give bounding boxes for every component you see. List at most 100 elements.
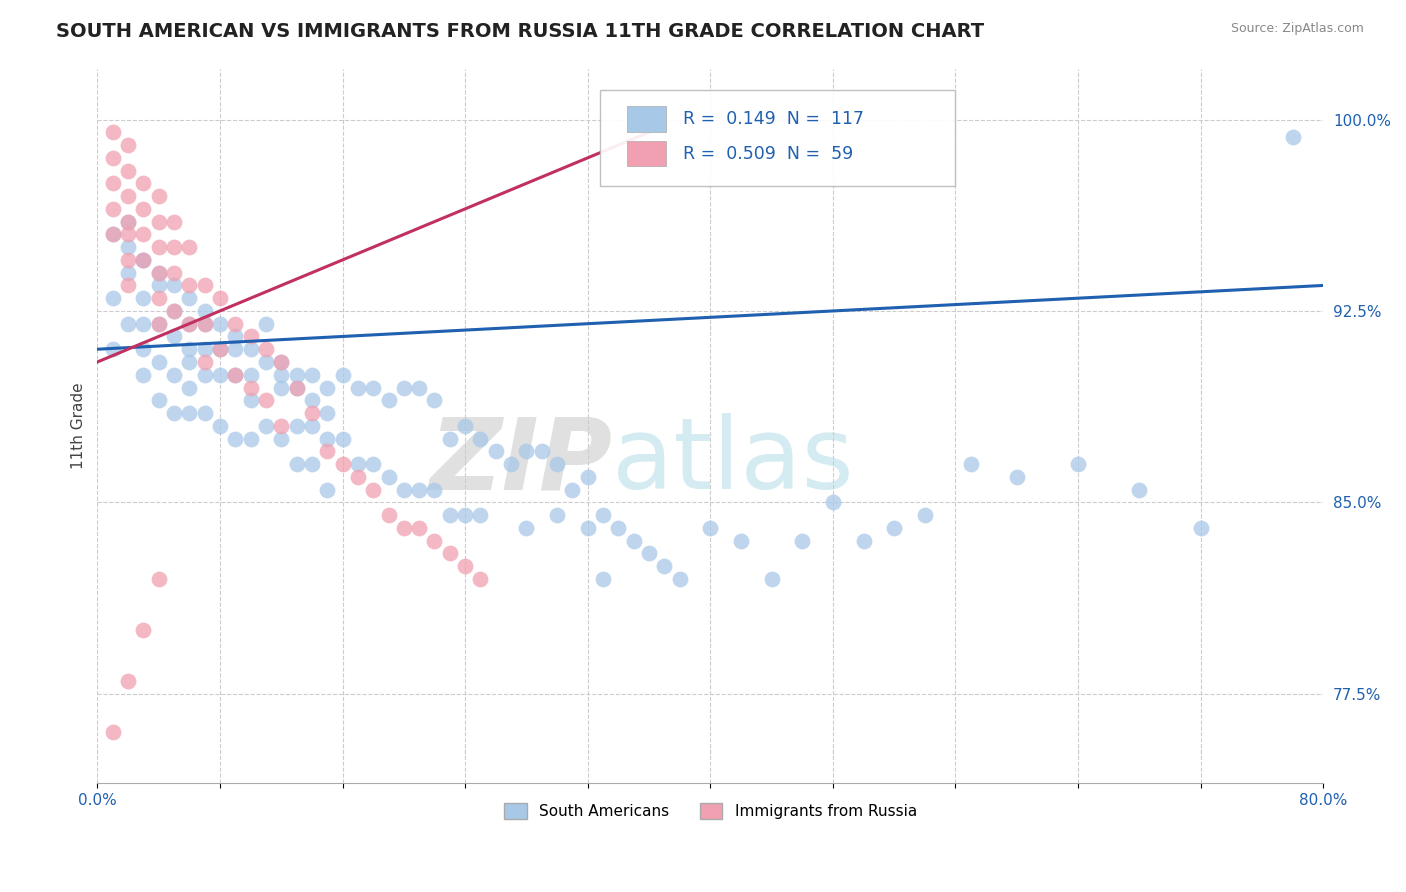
Point [117, 317, 139, 331]
Point [377, 508, 399, 522]
Point [270, 432, 292, 446]
Point [454, 559, 477, 574]
Point [439, 432, 461, 446]
Point [408, 380, 430, 394]
Point [347, 470, 370, 484]
Text: atlas: atlas [612, 413, 853, 510]
Point [224, 432, 246, 446]
Point [101, 202, 124, 216]
Point [208, 343, 231, 357]
Point [194, 278, 217, 293]
Point [194, 304, 217, 318]
Point [117, 189, 139, 203]
Point [132, 623, 155, 637]
Point [439, 508, 461, 522]
Point [959, 457, 981, 471]
Point [347, 457, 370, 471]
Point [208, 418, 231, 433]
Point [239, 343, 262, 357]
Point [285, 368, 308, 382]
Point [117, 673, 139, 688]
Point [530, 444, 553, 458]
Text: ZIP: ZIP [429, 413, 612, 510]
Point [392, 380, 415, 394]
Point [148, 291, 170, 305]
Point [117, 138, 139, 153]
Point [224, 343, 246, 357]
Point [392, 483, 415, 497]
Point [148, 355, 170, 369]
Point [208, 343, 231, 357]
Point [852, 533, 875, 548]
Point [101, 227, 124, 242]
Point [1128, 483, 1150, 497]
Point [270, 355, 292, 369]
Point [377, 470, 399, 484]
Bar [627, 141, 666, 167]
Point [561, 483, 583, 497]
Point [576, 521, 599, 535]
Text: Source: ZipAtlas.com: Source: ZipAtlas.com [1230, 22, 1364, 36]
Point [163, 304, 186, 318]
Point [316, 483, 339, 497]
Point [285, 457, 308, 471]
Point [163, 406, 186, 420]
Point [485, 444, 508, 458]
Bar [627, 106, 666, 132]
Point [423, 393, 446, 408]
Point [285, 380, 308, 394]
Point [301, 406, 323, 420]
Point [607, 521, 630, 535]
Point [101, 291, 124, 305]
Point [699, 521, 721, 535]
Point [117, 240, 139, 254]
Point [132, 343, 155, 357]
Point [1005, 470, 1028, 484]
Point [316, 432, 339, 446]
Point [179, 240, 201, 254]
Point [148, 266, 170, 280]
Point [270, 380, 292, 394]
Point [1281, 130, 1303, 145]
Point [132, 368, 155, 382]
Point [163, 214, 186, 228]
Point [239, 393, 262, 408]
Point [148, 214, 170, 228]
Point [592, 572, 614, 586]
Point [347, 380, 370, 394]
Point [761, 572, 783, 586]
Point [163, 329, 186, 343]
Point [208, 291, 231, 305]
Point [254, 393, 277, 408]
Point [132, 252, 155, 267]
Point [148, 189, 170, 203]
Point [148, 278, 170, 293]
Point [194, 343, 217, 357]
Point [254, 317, 277, 331]
Point [194, 406, 217, 420]
Point [285, 418, 308, 433]
Point [101, 125, 124, 139]
Point [316, 406, 339, 420]
Point [254, 418, 277, 433]
Point [914, 508, 936, 522]
Point [117, 266, 139, 280]
Point [148, 317, 170, 331]
Point [254, 355, 277, 369]
Point [316, 444, 339, 458]
Point [163, 266, 186, 280]
Point [194, 317, 217, 331]
Point [270, 418, 292, 433]
Point [270, 368, 292, 382]
Point [179, 406, 201, 420]
Point [332, 368, 354, 382]
Point [546, 508, 568, 522]
Point [179, 343, 201, 357]
Text: SOUTH AMERICAN VS IMMIGRANTS FROM RUSSIA 11TH GRADE CORRELATION CHART: SOUTH AMERICAN VS IMMIGRANTS FROM RUSSIA… [56, 22, 984, 41]
Point [792, 533, 814, 548]
Point [132, 317, 155, 331]
Point [117, 163, 139, 178]
Text: R =  0.509  N =  59: R = 0.509 N = 59 [683, 145, 853, 162]
Point [270, 355, 292, 369]
Text: R =  0.149  N =  117: R = 0.149 N = 117 [683, 111, 865, 128]
